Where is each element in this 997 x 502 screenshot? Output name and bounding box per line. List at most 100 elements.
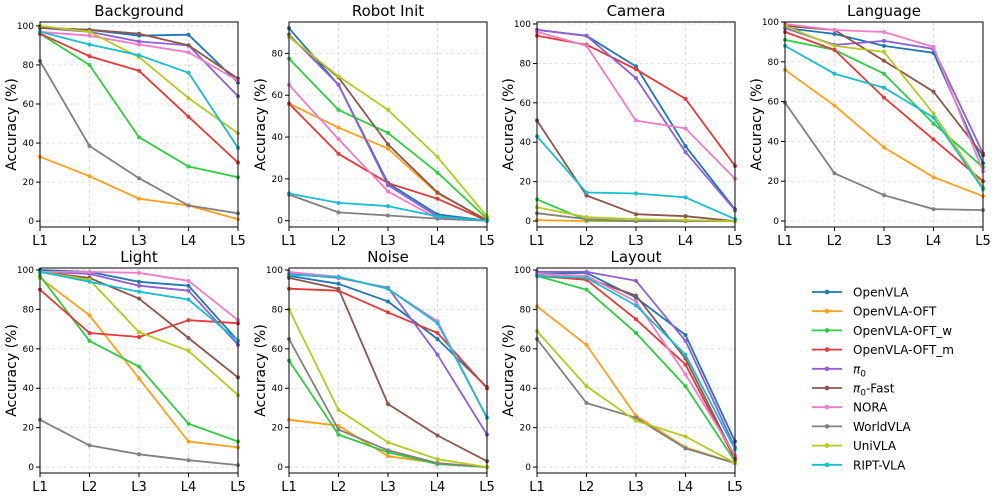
legend-entry-openvla-oft: OpenVLA-OFT — [812, 305, 937, 319]
data-point-ript-vla — [137, 53, 141, 58]
ytick-label: 0 — [28, 463, 34, 473]
legend-marker — [824, 347, 830, 352]
xtick-label: L2 — [579, 234, 595, 249]
data-point-pi0-fast — [186, 335, 191, 340]
data-point-worldvla — [634, 415, 638, 420]
data-point-nora — [137, 42, 141, 47]
ytick-label: 0 — [525, 217, 531, 227]
data-point-univla — [683, 434, 688, 439]
data-point-worldvla — [584, 401, 589, 406]
data-point-openvla — [683, 144, 688, 149]
y-axis-label: Accuracy (%) — [4, 78, 20, 171]
xtick-label: L5 — [230, 480, 246, 495]
xtick-label: L1 — [529, 480, 545, 495]
data-point-openvla — [386, 299, 390, 304]
data-point-univla — [634, 418, 638, 423]
data-point-openvla-oft-w — [137, 364, 141, 369]
series-line-openvla-oft-m — [288, 287, 488, 389]
data-point-openvla-oft-w — [87, 62, 92, 67]
data-point-worldvla — [386, 448, 390, 453]
xtick-label: L1 — [32, 234, 48, 249]
data-point-openvla-oft — [584, 342, 589, 347]
data-point-openvla — [882, 43, 886, 48]
data-point-nora — [832, 27, 837, 32]
xtick-label: L4 — [430, 480, 446, 495]
data-point-openvla-oft — [137, 196, 141, 201]
ytick-label: 100 — [266, 266, 283, 276]
y-axis-label: Accuracy (%) — [501, 78, 517, 171]
xtick-label: L5 — [727, 234, 743, 249]
data-point-nora — [186, 278, 191, 283]
ytick-label: 40 — [768, 137, 780, 147]
xtick-label: L4 — [181, 234, 197, 249]
legend-label: NORA — [853, 401, 888, 415]
data-point-nora — [683, 126, 688, 131]
panel-title: Noise — [367, 248, 409, 266]
data-point-pi0-fast — [386, 402, 390, 407]
xtick-label: L1 — [281, 234, 297, 249]
data-point-openvla-oft-m — [87, 54, 92, 59]
data-point-openvla-oft — [882, 145, 886, 150]
data-point-pi0-fast — [336, 286, 341, 291]
legend-marker — [824, 385, 830, 391]
data-point-ript-vla — [186, 70, 191, 75]
legend-entry-pi0: π0 — [812, 362, 866, 379]
xtick-label: L5 — [975, 234, 991, 249]
data-point-pi0-fast — [137, 296, 141, 301]
data-point-openvla-oft-w — [634, 331, 638, 336]
panel-language: 0 20 40 60 80 100 L1 L2 L3 L4 L5 Language Accuracy (… — [749, 2, 991, 249]
data-point-openvla — [435, 336, 440, 341]
ytick-label: 40 — [23, 139, 35, 149]
data-point-openvla-oft-m — [386, 310, 390, 315]
legend-marker — [824, 328, 830, 333]
data-point-univla — [386, 440, 390, 445]
legend-entry-univla: UniVLA — [812, 439, 897, 453]
data-point-pi0 — [584, 33, 589, 38]
data-point-openvla-oft-m — [435, 196, 440, 201]
data-point-nora — [336, 137, 341, 142]
y-axis-label: Accuracy (%) — [4, 324, 20, 417]
data-point-nora — [186, 50, 191, 55]
ytick-label: 40 — [272, 133, 284, 143]
data-point-worldvla — [137, 176, 141, 181]
data-point-openvla-oft-m — [931, 137, 936, 142]
xtick-label: L4 — [678, 480, 694, 495]
ytick-label: 60 — [520, 99, 532, 109]
legend: OpenVLA OpenVLA-OFT OpenVLA-OFT_w OpenVLA-O… — [812, 286, 954, 472]
data-point-openvla — [137, 279, 141, 284]
data-point-worldvla — [882, 193, 886, 198]
data-point-univla — [683, 218, 688, 223]
data-point-pi0-fast — [683, 214, 688, 219]
ytick-label: 100 — [17, 22, 34, 32]
data-point-ript-vla — [186, 297, 191, 302]
data-point-openvla-oft — [87, 174, 92, 179]
legend-marker — [824, 424, 830, 429]
legend-label: OpenVLA-OFT_w — [853, 324, 952, 338]
ytick-label: 20 — [272, 424, 284, 434]
legend-label: OpenVLA-OFT_m — [853, 343, 954, 357]
ytick-label: 0 — [277, 217, 283, 227]
series-line-pi0 — [39, 27, 239, 97]
ytick-label: 80 — [23, 305, 35, 315]
data-point-univla — [882, 49, 886, 54]
legend-label: OpenVLA — [853, 286, 909, 300]
data-point-ript-vla — [336, 274, 341, 279]
data-point-ript-vla — [386, 286, 390, 291]
data-point-ript-vla — [435, 214, 440, 219]
data-point-ript-vla — [584, 190, 589, 195]
data-point-openvla-oft-w — [186, 164, 191, 169]
xtick-label: L4 — [181, 480, 197, 495]
ytick-label: 0 — [773, 217, 779, 227]
data-point-pi0-fast — [882, 58, 886, 63]
data-point-ript-vla — [584, 275, 589, 280]
data-point-pi0 — [584, 269, 589, 274]
data-point-worldvla — [186, 203, 191, 208]
ytick-label: 80 — [272, 49, 284, 59]
data-point-univla — [336, 74, 341, 79]
data-point-worldvla — [186, 458, 191, 463]
data-point-openvla-oft-m — [882, 95, 886, 100]
ytick-label: 80 — [520, 59, 532, 69]
data-point-openvla-oft-m — [634, 67, 638, 72]
ytick-label: 100 — [514, 20, 531, 30]
ytick-label: 100 — [762, 18, 779, 28]
